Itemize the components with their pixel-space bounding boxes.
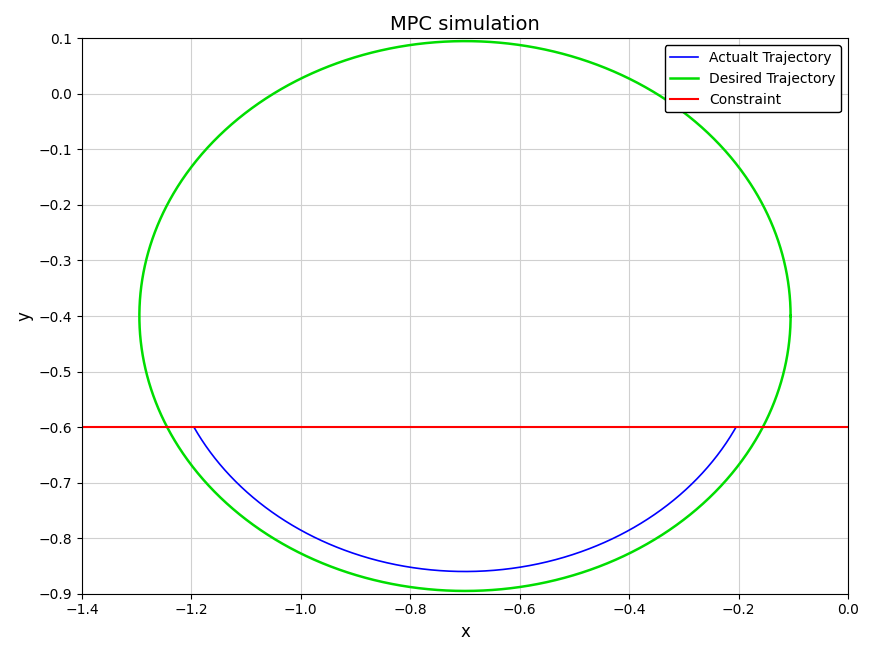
Actualt Trajectory (289, 523, 300, 531)
Line: Desired Trajectory: Desired Trajectory (139, 41, 791, 591)
Desired Trajectory (538, 579, 548, 587)
Desired Trajectory (135, 289, 146, 297)
Y-axis label: y: y (15, 311, 33, 321)
Desired Trajectory (144, 244, 155, 252)
Actualt Trajectory (189, 423, 199, 431)
Title: MPC simulation: MPC simulation (390, 15, 540, 34)
Desired Trajectory (460, 587, 470, 595)
Actualt Trajectory (368, 556, 378, 564)
Desired Trajectory (460, 37, 470, 45)
Desired Trajectory (786, 312, 796, 320)
Actualt Trajectory (655, 507, 665, 515)
Actualt Trajectory (460, 567, 470, 575)
Actualt Trajectory (731, 423, 741, 431)
Legend: Actualt Trajectory, Desired Trajectory, Constraint: Actualt Trajectory, Desired Trajectory, … (664, 45, 841, 112)
Line: Actualt Trajectory: Actualt Trajectory (194, 427, 736, 571)
Desired Trajectory (780, 361, 791, 369)
Actualt Trajectory (519, 563, 530, 571)
Desired Trajectory (780, 360, 791, 368)
Desired Trajectory (786, 312, 796, 320)
Actualt Trajectory (596, 540, 607, 548)
Actualt Trajectory (563, 552, 573, 560)
X-axis label: x: x (460, 623, 470, 641)
Desired Trajectory (769, 226, 780, 234)
